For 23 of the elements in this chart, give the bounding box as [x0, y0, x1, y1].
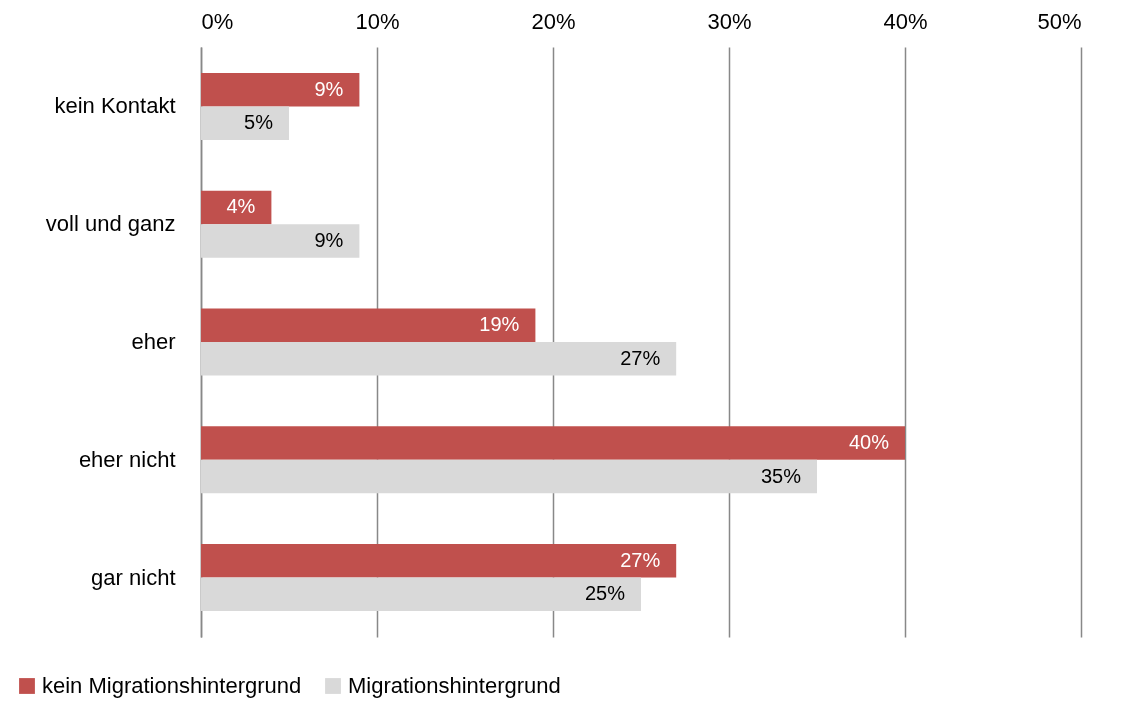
- y-tick-label: eher: [131, 329, 176, 354]
- data-label: 35%: [760, 464, 802, 487]
- y-tick-label: kein Kontakt: [54, 93, 176, 119]
- x-tick-label: 50%: [1037, 8, 1082, 34]
- data-label: 19%: [479, 313, 520, 336]
- y-tick-label: gar nicht: [91, 564, 176, 590]
- x-tick-label: 30%: [707, 8, 752, 34]
- data-label: 25%: [584, 582, 626, 605]
- data-label: 9%: [314, 229, 344, 252]
- data-label: 27%: [620, 346, 661, 369]
- legend-label: kein Migrationshintergrund: [42, 673, 302, 698]
- data-label: 27%: [620, 548, 661, 571]
- x-tick-label: 20%: [531, 8, 576, 34]
- data-label: 9%: [314, 77, 344, 100]
- y-tick-label: voll und ganz: [45, 211, 176, 237]
- data-label: 40%: [848, 430, 890, 453]
- x-tick-label: 0%: [201, 8, 234, 34]
- data-label: 5%: [244, 111, 274, 134]
- x-tick-label: 40%: [883, 8, 928, 34]
- legend-label: Migrationshintergrund: [348, 673, 561, 698]
- y-tick-label: eher nicht: [78, 446, 176, 472]
- x-tick-label: 10%: [355, 8, 400, 34]
- data-label: 4%: [226, 195, 256, 218]
